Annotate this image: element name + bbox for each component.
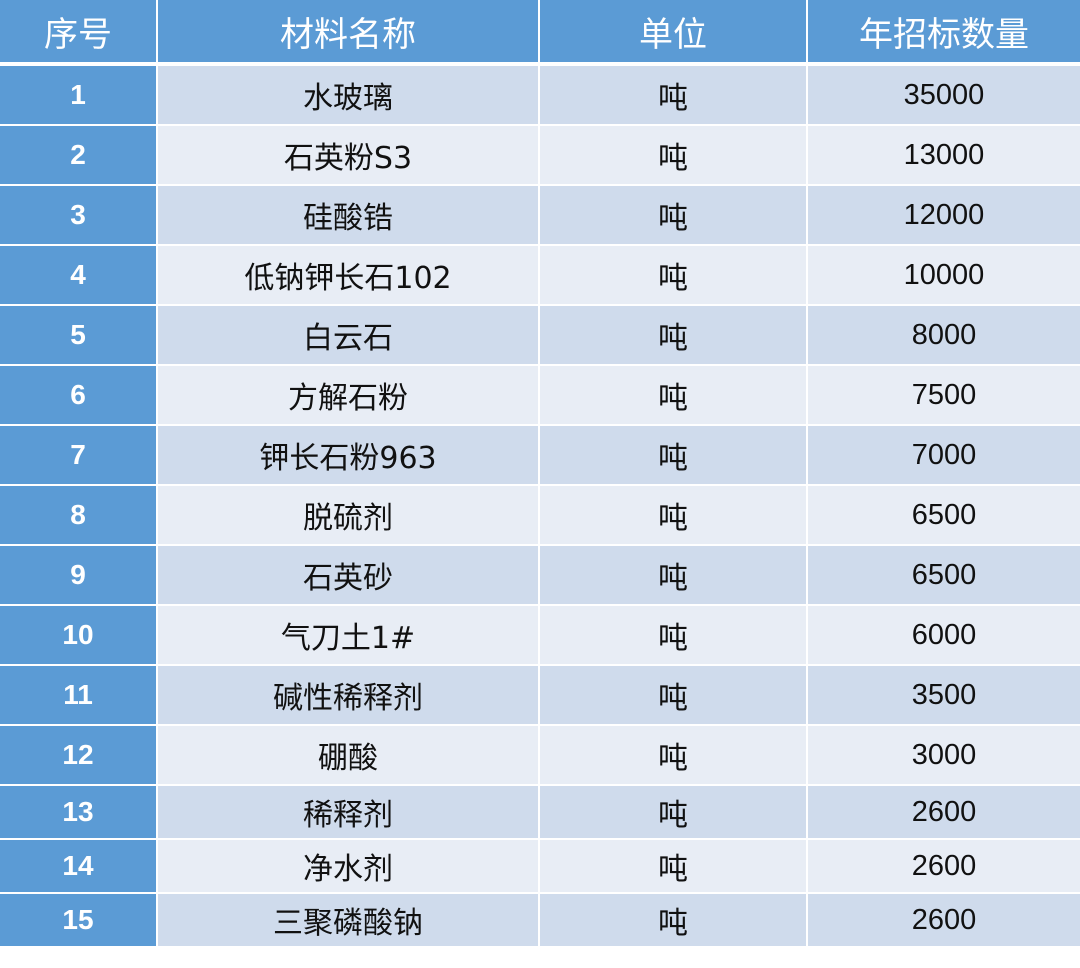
row-unit: 吨 xyxy=(540,186,808,246)
row-unit: 吨 xyxy=(540,366,808,426)
table-row: 13 稀释剂 吨 2600 xyxy=(0,786,1080,840)
row-unit: 吨 xyxy=(540,726,808,786)
table-row: 11 碱性稀释剂 吨 3500 xyxy=(0,666,1080,726)
row-unit: 吨 xyxy=(540,66,808,126)
row-index: 10 xyxy=(0,606,158,666)
row-name: 钾长石粉963 xyxy=(158,426,540,486)
row-index: 4 xyxy=(0,246,158,306)
row-index: 11 xyxy=(0,666,158,726)
row-quantity: 3000 xyxy=(808,726,1080,786)
row-unit: 吨 xyxy=(540,546,808,606)
row-name: 气刀土1# xyxy=(158,606,540,666)
row-quantity: 6000 xyxy=(808,606,1080,666)
header-row: 序号 材料名称 单位 年招标数量 xyxy=(0,0,1080,66)
table-row: 7 钾长石粉963 吨 7000 xyxy=(0,426,1080,486)
row-index: 8 xyxy=(0,486,158,546)
row-quantity: 10000 xyxy=(808,246,1080,306)
row-name: 石英砂 xyxy=(158,546,540,606)
row-name: 白云石 xyxy=(158,306,540,366)
materials-table: 序号 材料名称 单位 年招标数量 1 水玻璃 吨 35000 2 石英粉S3 吨… xyxy=(0,0,1080,948)
row-quantity: 6500 xyxy=(808,546,1080,606)
row-index: 12 xyxy=(0,726,158,786)
row-quantity: 2600 xyxy=(808,786,1080,840)
row-index: 2 xyxy=(0,126,158,186)
row-index: 5 xyxy=(0,306,158,366)
table-row: 4 低钠钾长石102 吨 10000 xyxy=(0,246,1080,306)
table-row: 10 气刀土1# 吨 6000 xyxy=(0,606,1080,666)
table-row: 1 水玻璃 吨 35000 xyxy=(0,66,1080,126)
table-row: 9 石英砂 吨 6500 xyxy=(0,546,1080,606)
row-quantity: 13000 xyxy=(808,126,1080,186)
table-row: 2 石英粉S3 吨 13000 xyxy=(0,126,1080,186)
table-row: 12 硼酸 吨 3000 xyxy=(0,726,1080,786)
row-name: 三聚磷酸钠 xyxy=(158,894,540,948)
row-name: 碱性稀释剂 xyxy=(158,666,540,726)
row-unit: 吨 xyxy=(540,486,808,546)
row-unit: 吨 xyxy=(540,894,808,948)
row-quantity: 8000 xyxy=(808,306,1080,366)
row-quantity: 35000 xyxy=(808,66,1080,126)
row-name: 方解石粉 xyxy=(158,366,540,426)
header-quantity: 年招标数量 xyxy=(808,0,1080,66)
table-row: 3 硅酸锆 吨 12000 xyxy=(0,186,1080,246)
header-index: 序号 xyxy=(0,0,158,66)
row-name: 脱硫剂 xyxy=(158,486,540,546)
header-unit: 单位 xyxy=(540,0,808,66)
row-unit: 吨 xyxy=(540,840,808,894)
row-quantity: 2600 xyxy=(808,840,1080,894)
row-name: 硅酸锆 xyxy=(158,186,540,246)
row-name: 低钠钾长石102 xyxy=(158,246,540,306)
row-name: 净水剂 xyxy=(158,840,540,894)
table-row: 15 三聚磷酸钠 吨 2600 xyxy=(0,894,1080,948)
row-quantity: 7000 xyxy=(808,426,1080,486)
table-row: 5 白云石 吨 8000 xyxy=(0,306,1080,366)
row-unit: 吨 xyxy=(540,306,808,366)
row-index: 3 xyxy=(0,186,158,246)
row-name: 石英粉S3 xyxy=(158,126,540,186)
row-quantity: 3500 xyxy=(808,666,1080,726)
row-quantity: 12000 xyxy=(808,186,1080,246)
row-unit: 吨 xyxy=(540,426,808,486)
row-index: 7 xyxy=(0,426,158,486)
row-quantity: 7500 xyxy=(808,366,1080,426)
row-index: 14 xyxy=(0,840,158,894)
row-index: 1 xyxy=(0,66,158,126)
row-name: 硼酸 xyxy=(158,726,540,786)
row-name: 稀释剂 xyxy=(158,786,540,840)
row-index: 13 xyxy=(0,786,158,840)
header-name: 材料名称 xyxy=(158,0,540,66)
table-row: 6 方解石粉 吨 7500 xyxy=(0,366,1080,426)
row-index: 9 xyxy=(0,546,158,606)
row-unit: 吨 xyxy=(540,246,808,306)
row-unit: 吨 xyxy=(540,606,808,666)
row-unit: 吨 xyxy=(540,666,808,726)
table-row: 14 净水剂 吨 2600 xyxy=(0,840,1080,894)
table-row: 8 脱硫剂 吨 6500 xyxy=(0,486,1080,546)
row-name: 水玻璃 xyxy=(158,66,540,126)
row-index: 15 xyxy=(0,894,158,948)
row-unit: 吨 xyxy=(540,786,808,840)
row-quantity: 2600 xyxy=(808,894,1080,948)
row-index: 6 xyxy=(0,366,158,426)
row-quantity: 6500 xyxy=(808,486,1080,546)
row-unit: 吨 xyxy=(540,126,808,186)
